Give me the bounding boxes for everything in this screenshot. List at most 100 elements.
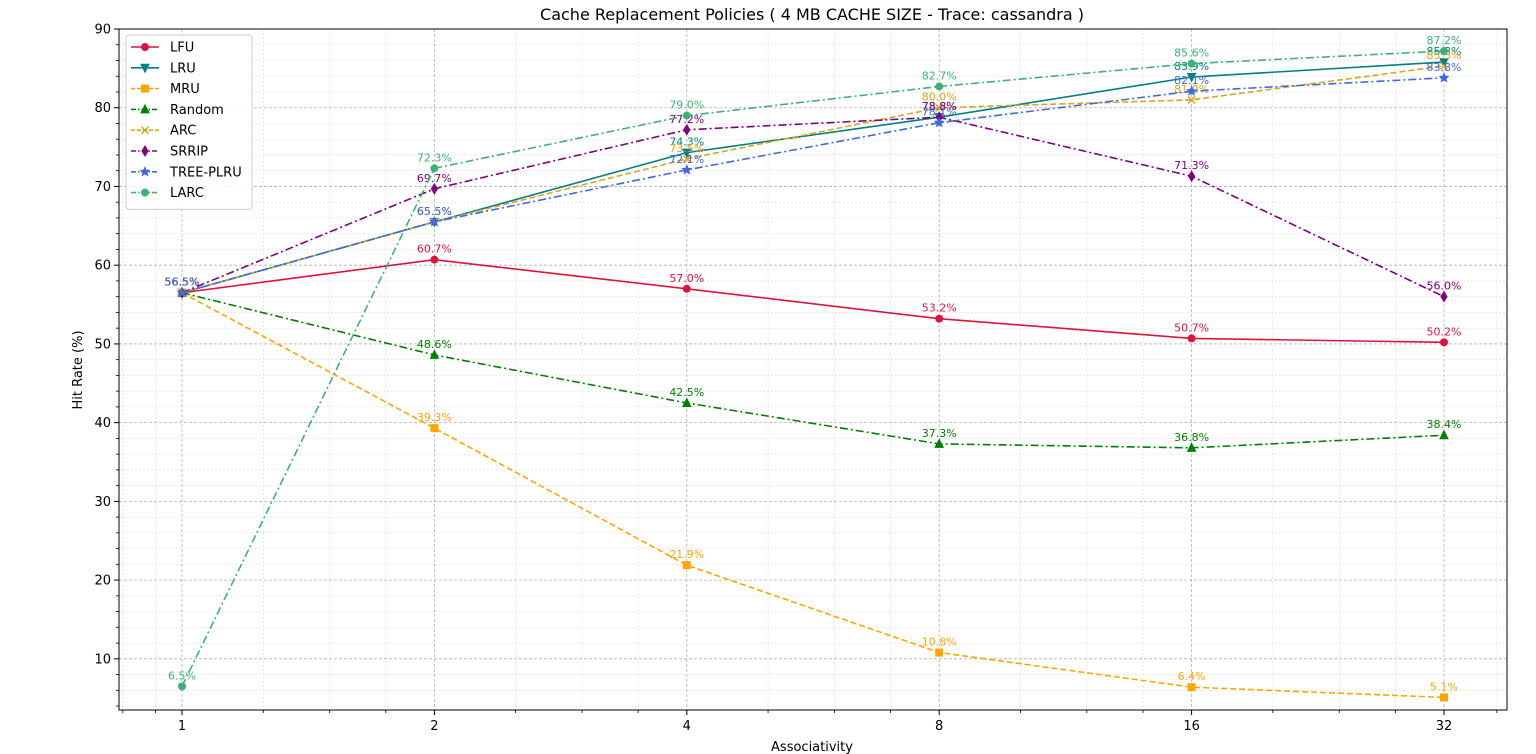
- series-random: 56.5% 48.6% 42.5% 37.3% 36.8% 38.4%: [165, 276, 1462, 452]
- data-label-tree-plru: 78.1%: [922, 106, 957, 119]
- data-point-arc: [1439, 61, 1449, 71]
- data-label-lfu: 50.2%: [1427, 325, 1462, 338]
- series-line-mru: [181, 292, 1445, 699]
- legend-item-random: Random: [131, 103, 224, 118]
- data-point-mru: [1440, 693, 1448, 702]
- data-label-larc: 87.2%: [1427, 34, 1462, 47]
- data-label-mru: 6.4%: [1178, 670, 1206, 683]
- legend-marker-larc: [141, 188, 149, 197]
- series-tree-plru: 56.5% 65.5% 72.1% 78.1% 82.1% 83.8%: [165, 61, 1461, 298]
- data-point-larc: [1187, 59, 1196, 68]
- y-tick-label: 60: [94, 259, 111, 274]
- data-point-lfu: [682, 284, 691, 293]
- series-srrip: 56.5%69.7%77.2%78.8%71.3%56.0%: [165, 100, 1461, 303]
- data-label-mru: 10.8%: [922, 636, 957, 649]
- legend-item-mru: MRU: [131, 82, 200, 97]
- x-tick-label: 16: [1183, 719, 1200, 734]
- data-label-arc: 73.5%: [669, 142, 704, 155]
- data-point-random: [429, 349, 440, 359]
- data-label-lfu: 50.7%: [1174, 321, 1209, 334]
- legend-marker-srrip: [141, 145, 149, 157]
- legend-label-mru: MRU: [170, 82, 200, 97]
- data-point-larc: [178, 682, 186, 691]
- legend-marker-lfu: [141, 43, 149, 51]
- data-label-tree-plru: 65.5%: [417, 205, 452, 218]
- legend-label-arc: ARC: [170, 124, 196, 139]
- series-line-random: [181, 291, 1445, 449]
- data-label-srrip: 56.5%: [165, 276, 200, 289]
- data-point-random: [934, 438, 945, 448]
- data-label-random: 36.8%: [1174, 431, 1209, 444]
- data-point-larc: [935, 82, 944, 91]
- data-label-tree-plru: 72.1%: [669, 153, 704, 166]
- data-label-tree-plru: 56.5%: [165, 276, 200, 289]
- x-stroke: [140, 126, 150, 135]
- data-label-larc: 6.5%: [168, 669, 196, 682]
- x-axis-title: Associativity: [771, 740, 853, 754]
- x-tick-label: 32: [1436, 719, 1453, 734]
- data-label-arc: 80.0%: [922, 91, 957, 104]
- data-point-lfu: [430, 255, 439, 264]
- series-line-lru: [181, 61, 1445, 294]
- x-tick-label: 4: [683, 719, 691, 734]
- data-label-random: 38.4%: [1427, 418, 1462, 431]
- x-tick-label: 8: [935, 719, 943, 734]
- data-point-arc: [682, 154, 691, 163]
- y-tick-label: 10: [94, 652, 111, 667]
- data-point-tree-plru: [1186, 85, 1198, 96]
- plot-frame: [118, 28, 1508, 711]
- series-line-arc: [181, 65, 1445, 294]
- chart-title: Cache Replacement Policies ( 4 MB CACHE …: [540, 5, 1084, 24]
- data-label-larc: 85.6%: [1174, 47, 1209, 60]
- data-point-srrip: [430, 182, 438, 195]
- data-label-mru: 39.3%: [417, 411, 452, 424]
- legend: LFU LRU MRU Random ARC SRRIP TREE-PLRU LARC: [125, 34, 253, 210]
- data-label-random: 56.5%: [165, 276, 200, 289]
- x-tick-label: 2: [430, 719, 438, 734]
- data-label-larc: 82.7%: [922, 69, 957, 82]
- series-larc: 6.5% 72.3% 79.0% 82.7% 85.6% 87.2%: [168, 34, 1462, 691]
- data-label-arc: 56.5%: [165, 276, 200, 289]
- data-point-lru: [1439, 58, 1449, 68]
- data-point-random: [1439, 429, 1449, 440]
- data-point-tree-plru: [1438, 72, 1450, 83]
- series-line-srrip: [181, 116, 1445, 298]
- data-point-lfu: [1440, 338, 1448, 347]
- data-point-lfu: [1187, 334, 1196, 343]
- data-point-lru: [1186, 73, 1197, 83]
- data-label-lru: 74.3%: [669, 136, 704, 149]
- legend-item-larc: LARC: [131, 186, 204, 201]
- data-label-random: 42.5%: [669, 386, 704, 399]
- legend-item-srrip: SRRIP: [131, 145, 208, 160]
- series-line-tree-plru: [181, 77, 1445, 294]
- data-point-lfu: [935, 314, 944, 323]
- data-point-arc: [1187, 95, 1196, 104]
- legend-item-lru: LRU: [131, 61, 196, 76]
- axes: 1 2 4 8 16 32 10 20 30 40 50 60 70 80 90: [94, 23, 1508, 734]
- legend-label-srrip: SRRIP: [170, 145, 208, 160]
- x-stroke: [1187, 95, 1196, 104]
- legend-marker-random: [140, 103, 150, 114]
- data-label-srrip: 69.7%: [417, 172, 452, 185]
- data-label-mru: 21.9%: [669, 548, 704, 561]
- legend-marker-lru: [140, 63, 150, 74]
- legend-item-arc: ARC: [131, 124, 196, 139]
- data-label-lfu: 57.0%: [669, 272, 704, 285]
- data-point-tree-plru: [681, 164, 693, 175]
- y-tick-label: 70: [94, 180, 111, 195]
- data-label-mru: 5.1%: [1430, 680, 1458, 693]
- y-tick-label: 50: [94, 337, 111, 352]
- data-label-larc: 72.3%: [417, 151, 452, 164]
- data-label-mru: 56.5%: [165, 276, 200, 289]
- x-tick-label: 1: [178, 719, 186, 734]
- data-point-tree-plru: [933, 116, 945, 128]
- legend-item-lfu: LFU: [131, 41, 194, 56]
- series-layer: 56.5%60.7%57.0%53.2%50.7% 50.2%56.5%65.5%…: [165, 34, 1462, 702]
- series-line-lfu: [181, 258, 1445, 344]
- x-stroke: [935, 103, 944, 112]
- y-tick-label: 30: [94, 495, 111, 510]
- data-point-mru: [935, 648, 944, 657]
- data-point-arc: [935, 103, 944, 112]
- x-stroke: [682, 154, 691, 163]
